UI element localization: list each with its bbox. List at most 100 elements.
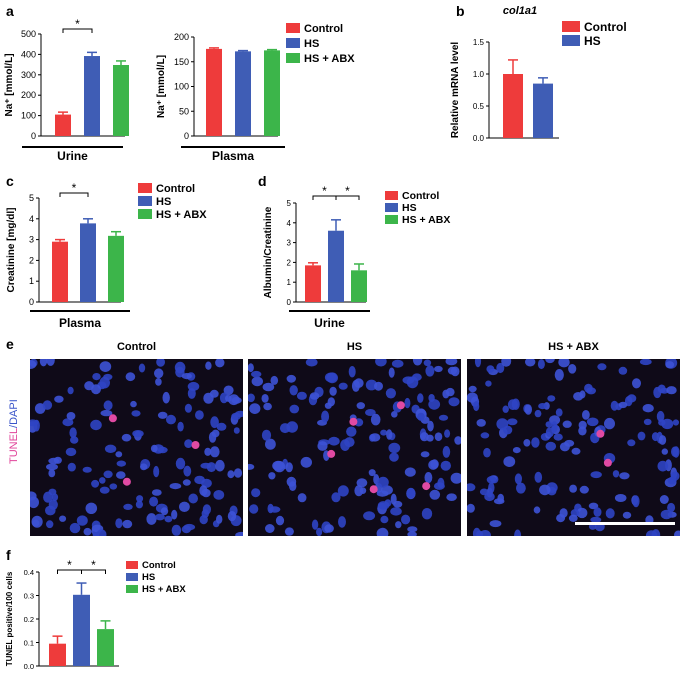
nucleus: [109, 483, 118, 490]
nucleus: [103, 373, 113, 381]
nucleus: [76, 515, 88, 526]
nucleus: [103, 400, 113, 411]
legend-b-label-control: Control: [584, 20, 627, 34]
nucleus: [468, 385, 477, 393]
nucleus: [472, 527, 481, 536]
nucleus: [467, 483, 476, 492]
c_creatinine-sig-bracket-0: [59, 192, 89, 197]
nucleus: [234, 410, 243, 418]
nucleus: [590, 516, 602, 523]
legend-a-swatch-control: [286, 23, 300, 33]
nucleus: [578, 426, 587, 436]
nucleus: [195, 410, 204, 420]
nucleus: [203, 392, 214, 404]
nucleus: [268, 472, 276, 480]
nucleus: [659, 495, 669, 504]
nucleus: [485, 380, 492, 387]
a_plasma-ylabel: Na⁺ [mmol/L]: [156, 55, 167, 118]
nucleus: [235, 531, 243, 536]
nucleus: [121, 433, 132, 442]
chart-a_urine: 0 100 200 300 400 500 Na⁺ [mmol/L] * Urine: [4, 17, 129, 163]
nucleus: [395, 521, 402, 529]
b_col1a1-ytick-label-1: 0.5: [473, 102, 485, 111]
nucleus: [251, 376, 263, 387]
f_tunel-ylabel: TUNEL positive/100 cells: [5, 571, 14, 666]
nucleus: [579, 485, 589, 494]
nucleus: [99, 486, 110, 494]
nucleus: [67, 462, 76, 472]
tunel-positive-cell: [191, 441, 200, 449]
micrograph-hs-abx: [467, 359, 680, 536]
legend-a-swatch-hs: [286, 38, 300, 48]
a_urine-ytick-label-2: 200: [21, 90, 36, 100]
scale-bar: [575, 522, 675, 525]
nucleus: [503, 425, 513, 435]
nucleus: [138, 363, 146, 373]
nucleus: [354, 378, 364, 388]
legend-d-swatch-abx: [385, 215, 398, 224]
d_albumin-ytick-label-4: 4: [287, 219, 292, 228]
nucleus: [404, 467, 416, 477]
nucleus: [384, 499, 392, 507]
a_urine-bar-1: [84, 56, 100, 137]
nucleus: [590, 471, 602, 479]
legend-a-label-abx: HS + ABX: [304, 53, 355, 65]
nucleus: [473, 401, 480, 412]
nucleus: [524, 404, 532, 415]
micrograph-hs: [248, 359, 461, 536]
nucleus: [406, 487, 416, 499]
f_tunel-sig-star-0: *: [67, 558, 72, 572]
b_col1a1-bar-1: [533, 83, 553, 138]
legend-c-swatch-hs: [138, 196, 152, 206]
c_creatinine-ytick-label-5: 5: [29, 193, 34, 203]
dapi-label: /DAPI: [8, 399, 20, 428]
nucleus: [632, 495, 640, 508]
nucleus: [208, 431, 217, 443]
nucleus: [156, 359, 165, 367]
legend-d-swatch-hs: [385, 203, 398, 212]
nucleus: [184, 439, 193, 448]
nucleus: [99, 477, 106, 484]
legend-a: Control HS HS + ABX: [286, 23, 355, 65]
nucleus: [251, 488, 261, 498]
nucleus: [651, 432, 660, 442]
nucleus: [265, 524, 275, 533]
b_col1a1-ytick-label-2: 1.0: [473, 70, 485, 79]
nucleus: [545, 359, 555, 364]
d_albumin-bar-2: [351, 270, 367, 302]
legend-d-label-hs: HS: [402, 202, 417, 214]
tunel-positive-cell: [108, 414, 117, 423]
nucleus: [514, 529, 522, 536]
nucleus: [571, 447, 581, 455]
a_urine-bar-0: [55, 114, 71, 136]
legend-b-swatch-control: [562, 21, 580, 32]
nucleus: [445, 387, 455, 397]
chart-c_creatinine: 0 1 2 3 4 5 Creatinine [mg/dl] * Plasma: [6, 181, 130, 330]
nucleus: [667, 502, 676, 513]
nucleus: [531, 437, 540, 448]
a_urine-ylabel: Na⁺ [mmol/L]: [4, 53, 15, 116]
nucleus: [184, 403, 192, 413]
nucleus: [171, 524, 182, 536]
nucleus: [223, 385, 234, 396]
nucleus: [248, 393, 255, 403]
nucleus: [385, 388, 396, 399]
nucleus: [474, 359, 482, 368]
legend-a-swatch-abx: [286, 53, 300, 63]
c_creatinine-sig-star-0: *: [72, 181, 77, 195]
nucleus: [446, 493, 457, 501]
nucleus: [54, 395, 64, 403]
nucleus: [588, 502, 599, 510]
nucleus: [658, 419, 666, 426]
nucleus: [321, 410, 330, 423]
legend-f-label-abx: HS + ABX: [142, 584, 186, 595]
nucleus: [450, 472, 461, 484]
nucleus: [442, 446, 451, 458]
nucleus: [233, 468, 243, 478]
a_plasma-xlabel: Plasma: [212, 149, 254, 163]
nucleus: [356, 402, 365, 410]
nucleus: [286, 374, 296, 383]
legend-d-label-control: Control: [402, 190, 439, 202]
nucleus: [525, 359, 536, 367]
nucleus: [46, 463, 58, 471]
